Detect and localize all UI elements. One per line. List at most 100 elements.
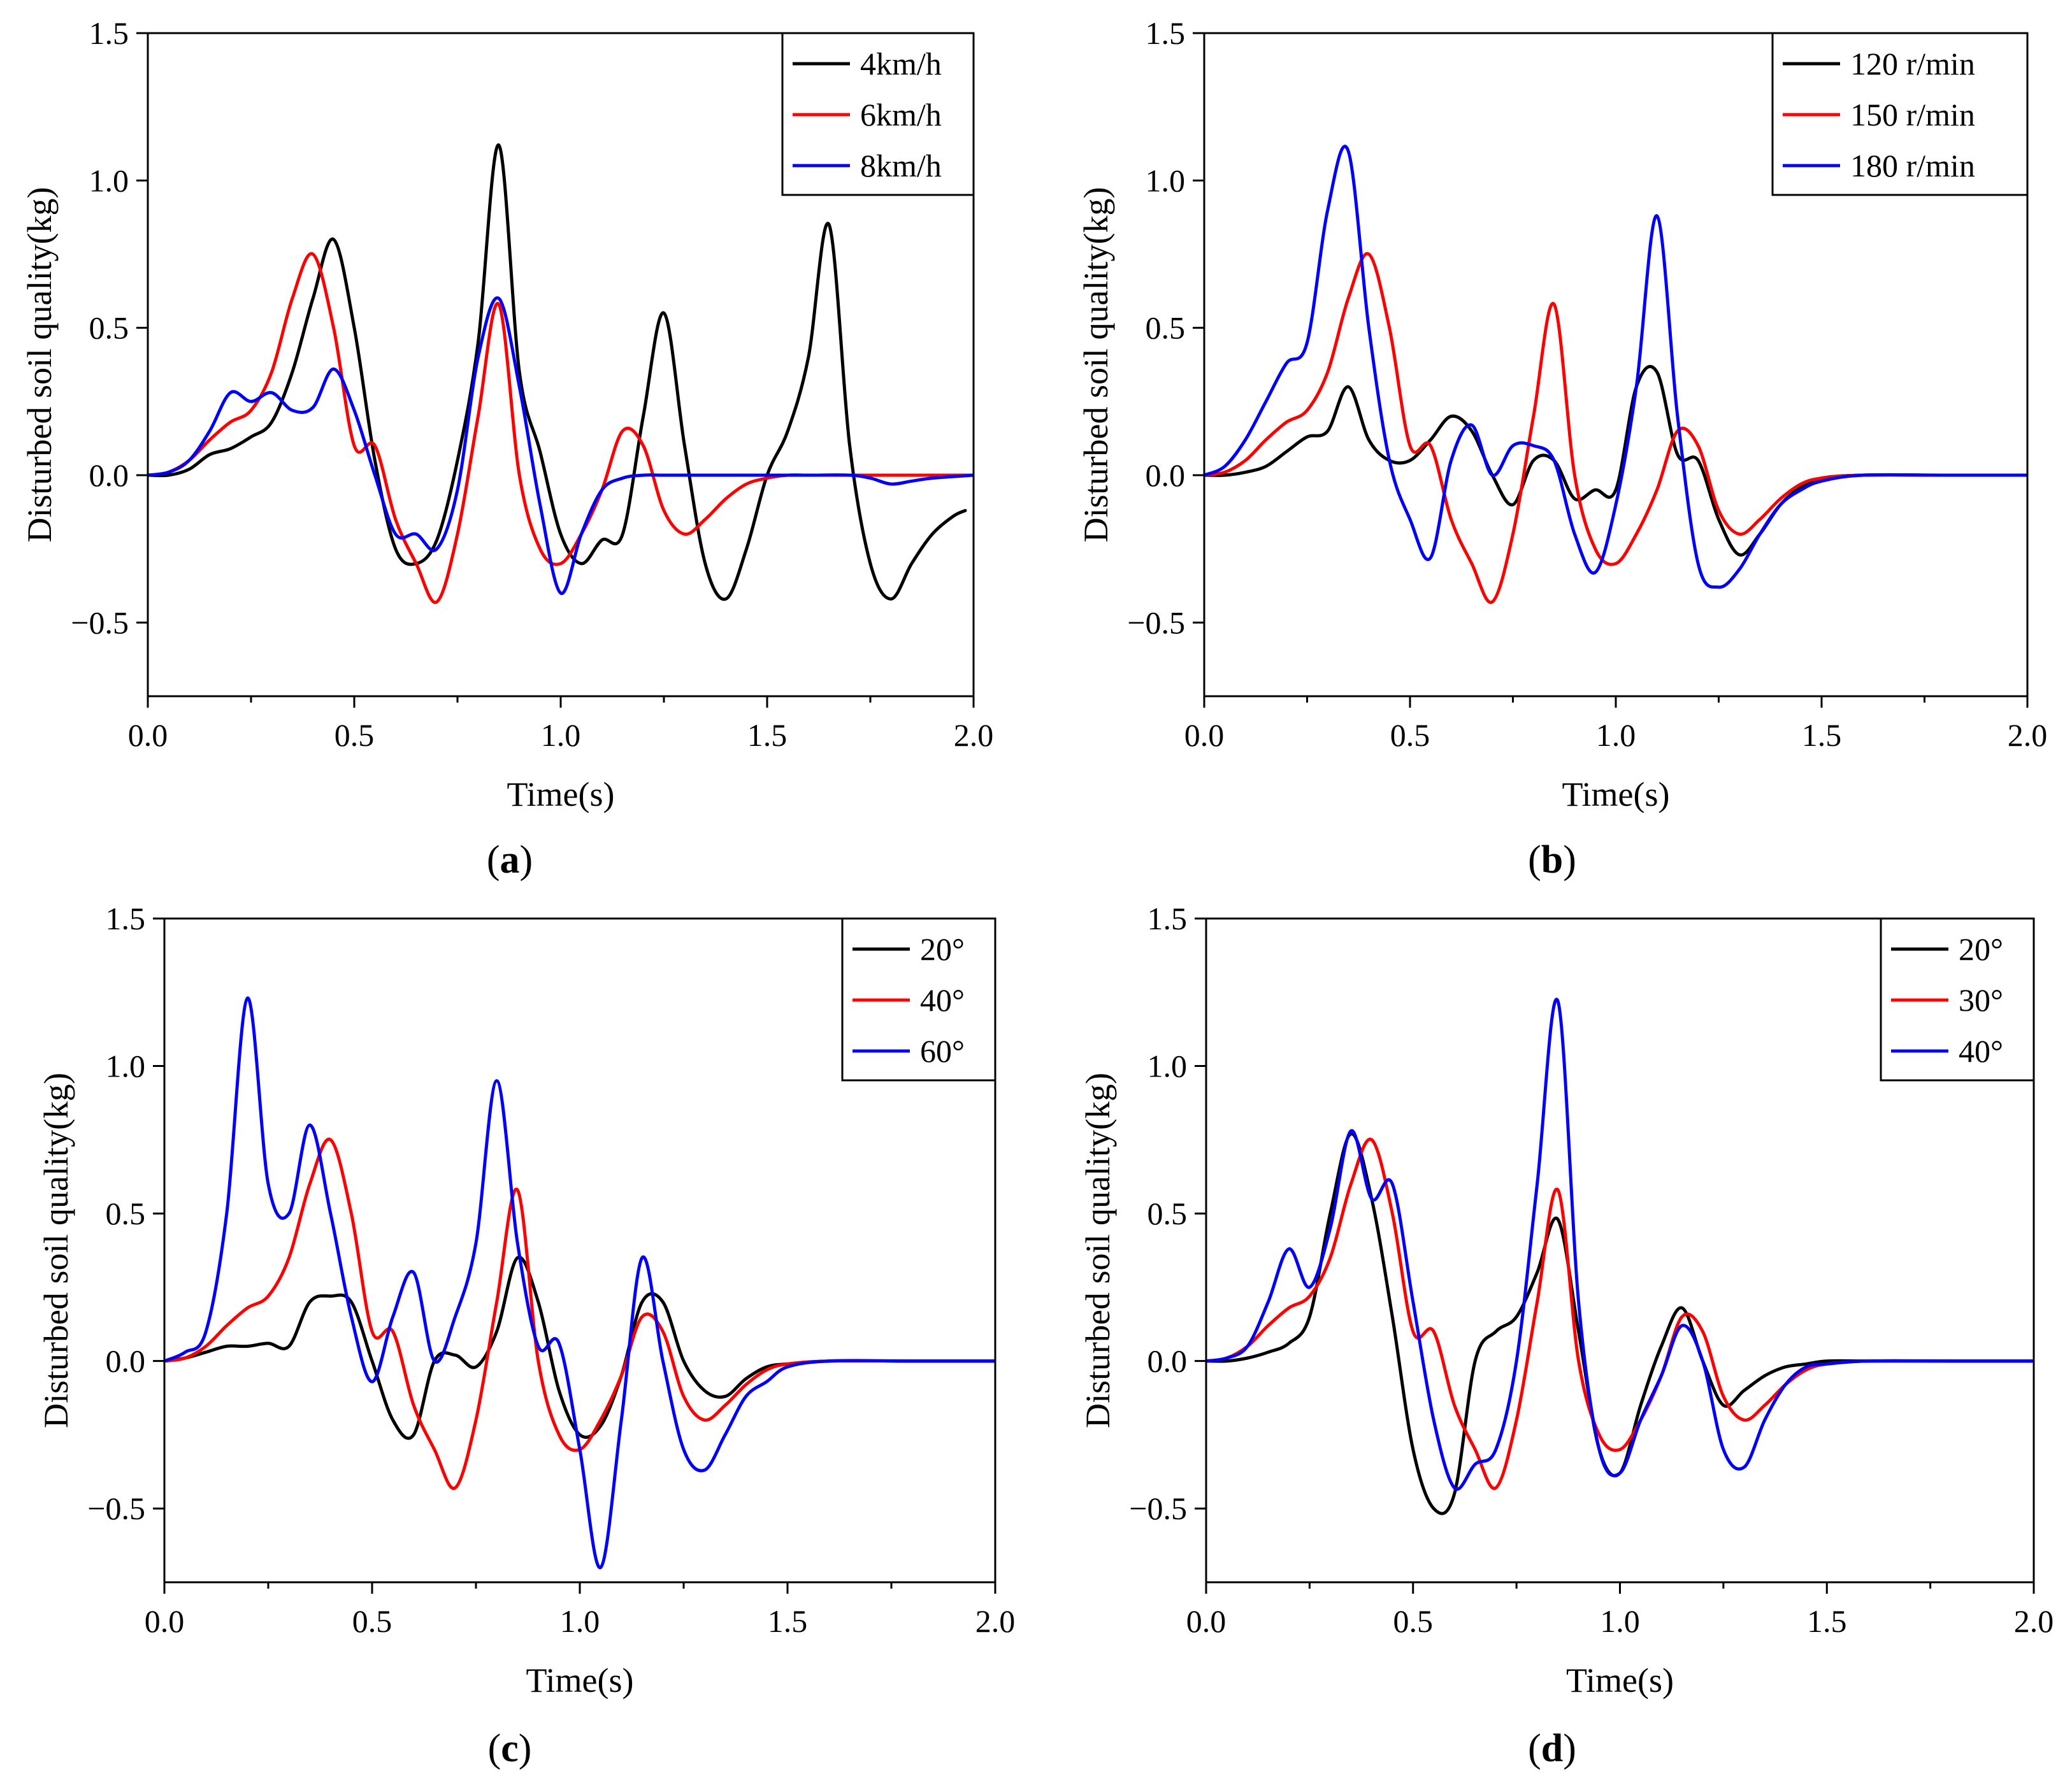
y-tick-label: 1.5	[1148, 901, 1188, 936]
caption-part: )	[1563, 838, 1576, 882]
y-tick-label: 1.0	[1148, 1048, 1188, 1084]
caption-part: b	[1541, 838, 1563, 882]
y-tick-label: 1.0	[1146, 162, 1186, 198]
legend-label-2: 150 r/min	[1850, 97, 1975, 132]
legend-label-3: 8km/h	[860, 148, 942, 183]
chart-panel-b: 0.0 0.5 1.0 1.5 2.0 1.5 1.0 0.5 0.0 −0.5 Time(s) Di…	[1077, 15, 2047, 882]
y-tick-label: 0.0	[89, 457, 129, 493]
legend-label-3: 60°	[920, 1033, 965, 1069]
legend: 4km/h 6km/h 8km/h	[781, 32, 975, 196]
x-tick-label: 1.5	[1807, 1603, 1847, 1639]
panel-caption: (c)	[488, 1727, 532, 1770]
y-axis-title: Disturbed soil quality(kg)	[1079, 1073, 1117, 1428]
x-tick-label: 1.5	[768, 1603, 808, 1639]
x-tick-label: 2.0	[975, 1603, 1016, 1639]
legend-label-3: 180 r/min	[1850, 148, 1975, 183]
caption-part: )	[1563, 1727, 1576, 1770]
chart-panel-a: 0.0 0.5 1.0 1.5 2.0 1.5 1.0 0.5 0.0 −0.5 Time(s) Di…	[20, 15, 993, 882]
x-tick-label: 2.0	[954, 717, 994, 753]
caption-part: )	[519, 1727, 532, 1770]
chart-panel-d: 0.0 0.5 1.0 1.5 2.0 1.5 1.0 0.5 0.0 −0.5 Time(s) Di…	[1079, 901, 2054, 1770]
caption-part: d	[1541, 1727, 1563, 1770]
legend: 120 r/min 150 r/min 180 r/min	[1771, 32, 2029, 196]
y-tick-label: 0.0	[1148, 1343, 1188, 1379]
y-tick-label: 0.5	[1148, 1196, 1188, 1231]
panel-caption: (d)	[1528, 1727, 1576, 1770]
caption-part: a	[500, 838, 520, 882]
y-tick-label: 0.0	[1146, 457, 1186, 493]
legend-label-1: 20°	[920, 931, 965, 967]
legend-label-2: 6km/h	[860, 97, 942, 132]
x-tick-label: 1.0	[560, 1603, 600, 1639]
x-tick-label: 1.5	[747, 717, 788, 753]
y-tick-label: −0.5	[71, 604, 129, 640]
series-line-2	[148, 252, 974, 604]
x-tick-label: 0.5	[1393, 1603, 1434, 1639]
series-group	[164, 996, 995, 1570]
x-tick-label: 1.0	[541, 717, 581, 753]
x-tick-label: 0.0	[145, 1603, 185, 1639]
y-tick-label: 0.5	[1146, 310, 1186, 346]
y-tick-label: 1.0	[89, 162, 129, 198]
series-group	[1204, 145, 2027, 604]
y-tick-label: −0.5	[87, 1491, 145, 1526]
legend-label-2: 30°	[1959, 982, 2003, 1018]
series-line-2	[1204, 252, 2027, 604]
x-tick-label: 1.0	[1596, 717, 1636, 753]
caption-part: (	[1528, 838, 1541, 882]
caption-part: (	[487, 838, 500, 882]
x-axis-title: Time(s)	[526, 1661, 633, 1699]
legend-label-1: 20°	[1959, 931, 2003, 967]
x-tick-label: 1.5	[1802, 717, 1842, 753]
y-tick-label: −0.5	[1129, 1491, 1187, 1526]
legend-box	[1880, 917, 2035, 1082]
legend: 20° 30° 40°	[1880, 917, 2035, 1082]
x-tick-label: 0.5	[335, 717, 375, 753]
chart-panel-c: 0.0 0.5 1.0 1.5 2.0 1.5 1.0 0.5 0.0 −0.5 Time(s) Di…	[37, 901, 1015, 1770]
y-tick-label: 1.5	[106, 901, 146, 936]
y-tick-label: −0.5	[1127, 604, 1185, 640]
series-line-2	[164, 1138, 995, 1491]
x-tick-label: 1.0	[1600, 1603, 1640, 1639]
series-line-3	[164, 996, 995, 1570]
series-line-2	[1206, 1138, 2034, 1491]
y-tick-label: 0.0	[106, 1343, 146, 1379]
legend-label-1: 120 r/min	[1850, 46, 1975, 82]
y-tick-label: 0.5	[106, 1196, 146, 1231]
y-tick-label: 1.5	[89, 15, 129, 51]
x-tick-label: 0.0	[1184, 717, 1225, 753]
x-tick-label: 0.0	[128, 717, 168, 753]
legend-label-2: 40°	[920, 982, 965, 1018]
series-line-3	[1204, 145, 2027, 589]
x-tick-label: 0.5	[352, 1603, 392, 1639]
y-tick-label: 0.5	[89, 310, 129, 346]
series-line-1	[164, 1255, 995, 1440]
caption-part: (	[488, 1727, 501, 1770]
caption-part: (	[1528, 1727, 1541, 1770]
legend-label-1: 4km/h	[860, 46, 942, 82]
series-group	[1206, 998, 2034, 1515]
x-tick-label: 2.0	[2008, 717, 2048, 753]
x-axis-title: Time(s)	[1562, 775, 1669, 813]
series-line-1	[148, 143, 967, 601]
series-line-3	[148, 296, 974, 595]
x-axis-title: Time(s)	[1566, 1661, 1674, 1699]
x-tick-label: 0.5	[1390, 717, 1430, 753]
panel-caption: (a)	[487, 838, 533, 882]
y-tick-label: 1.0	[106, 1048, 146, 1084]
y-tick-label: 1.5	[1146, 15, 1186, 51]
caption-part: c	[501, 1727, 519, 1770]
y-axis-title: Disturbed soil quality(kg)	[20, 187, 59, 543]
caption-part: )	[520, 838, 533, 882]
y-axis-title: Disturbed soil quality(kg)	[1077, 187, 1115, 543]
panel-caption: (b)	[1528, 838, 1576, 882]
series-line-1	[1206, 1132, 2034, 1515]
series-line-3	[1206, 998, 2034, 1491]
x-axis-title: Time(s)	[507, 775, 614, 813]
x-tick-label: 0.0	[1186, 1603, 1227, 1639]
x-tick-label: 2.0	[2014, 1603, 2054, 1639]
series-group	[148, 143, 974, 604]
y-axis-title: Disturbed soil quality(kg)	[37, 1073, 75, 1428]
